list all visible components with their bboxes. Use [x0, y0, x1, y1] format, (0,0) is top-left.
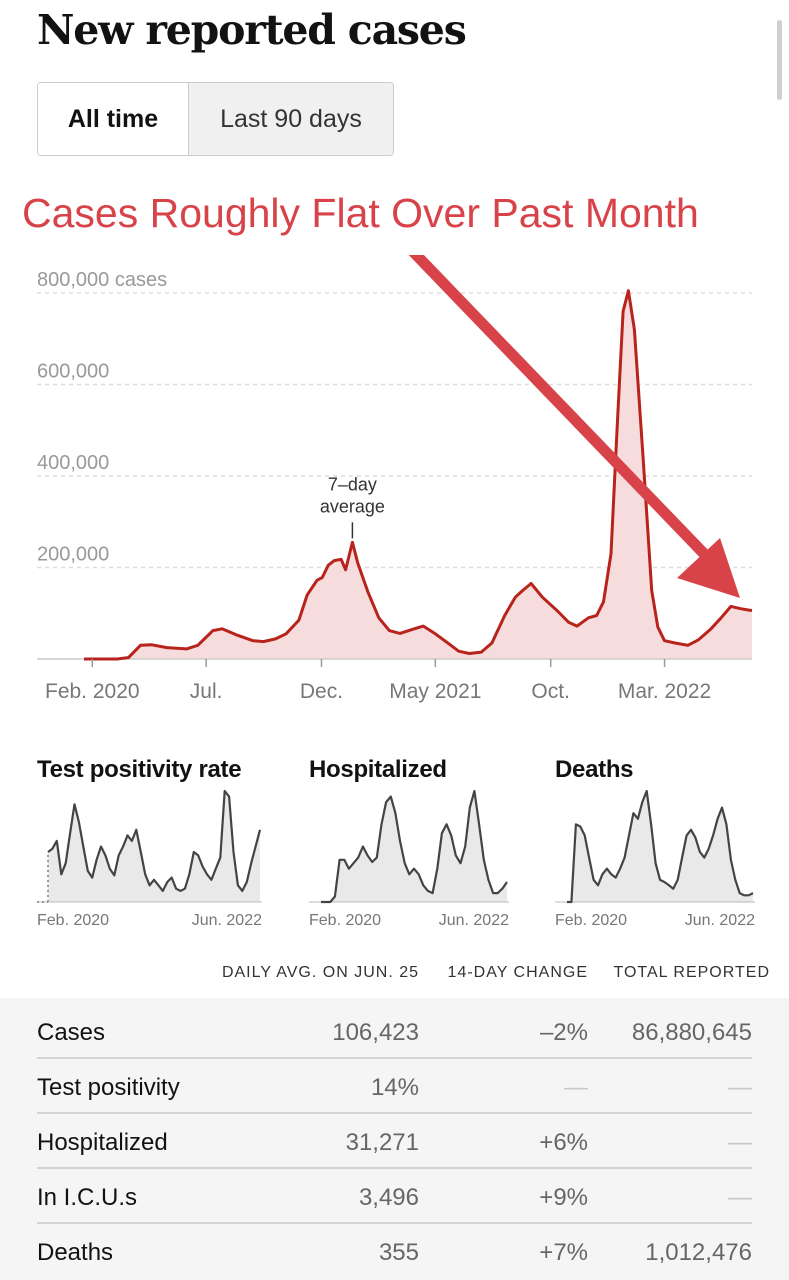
- row-daily-avg: 3,496: [358, 1184, 419, 1211]
- y-tick-label: 200,000: [37, 544, 109, 566]
- row-total: 86,880,645: [631, 1019, 752, 1046]
- cases-line: [84, 289, 753, 661]
- table-row: Cases 106,423 –2% 86,880,645: [37, 1003, 752, 1059]
- row-label: Test positivity: [37, 1074, 180, 1101]
- col-head-daily-avg: DAILY AVG. ON JUN. 25: [221, 964, 419, 981]
- cases-chart: 200,000 400,000 600,000 800,000 cases Feb. 2…: [37, 255, 753, 703]
- arrow-head: [677, 538, 740, 598]
- arrow-shaft: [408, 255, 716, 566]
- mini-line: [321, 789, 508, 904]
- row-daily-avg: 355: [378, 1239, 419, 1266]
- table-row: Test positivity 14% — —: [37, 1058, 752, 1114]
- annotation-text: Cases Roughly Flat Over Past Month: [22, 190, 699, 236]
- row-total: —: [728, 1074, 752, 1101]
- deaths-chart: Feb. 2020 Jun. 2022: [555, 789, 755, 929]
- row-change: –2%: [539, 1019, 588, 1046]
- mini-x-label-start: Feb. 2020: [555, 912, 627, 929]
- mini-area: [321, 791, 507, 902]
- row-daily-avg: 31,271: [345, 1129, 419, 1156]
- page-title: New reported cases: [37, 6, 467, 54]
- x-tick-label: Mar. 2022: [618, 680, 711, 703]
- y-tick-label: 400,000: [37, 452, 109, 474]
- x-tick-label: Feb. 2020: [45, 680, 140, 703]
- annotation-label: 7–day: [328, 474, 377, 494]
- mini-x-label-end: Jun. 2022: [192, 912, 262, 929]
- tab-last-90-days[interactable]: Last 90 days: [189, 83, 393, 155]
- test-positivity-chart: Feb. 2020 Jun. 2022: [37, 789, 262, 929]
- row-total: —: [728, 1129, 752, 1156]
- mini-x-label-start: Feb. 2020: [37, 912, 109, 929]
- row-change: —: [564, 1074, 588, 1101]
- x-tick-label: Jul.: [190, 680, 223, 703]
- mini-title-test-positivity: Test positivity rate: [37, 756, 242, 783]
- x-tick-label: May 2021: [389, 680, 481, 703]
- cases-area: [84, 290, 752, 659]
- hospitalized-chart: Feb. 2020 Jun. 2022: [309, 789, 509, 929]
- table-row: Hospitalized 31,271 +6% —: [37, 1113, 752, 1169]
- mini-x-label-start: Feb. 2020: [309, 912, 381, 929]
- row-total: 1,012,476: [645, 1239, 752, 1266]
- scrollbar[interactable]: [777, 20, 782, 100]
- y-tick-label: 600,000: [37, 361, 109, 383]
- row-change: +9%: [539, 1184, 588, 1211]
- row-change: +6%: [539, 1129, 588, 1156]
- mini-x-label-end: Jun. 2022: [439, 912, 509, 929]
- mini-title-deaths: Deaths: [555, 756, 634, 783]
- table-row: Deaths 355 +7% 1,012,476: [37, 1223, 752, 1277]
- row-label: Deaths: [37, 1239, 114, 1266]
- row-daily-avg: 106,423: [332, 1019, 419, 1046]
- mini-title-hospitalized: Hospitalized: [309, 756, 447, 783]
- mini-area: [48, 791, 260, 902]
- row-label: In I.C.U.s: [37, 1184, 138, 1211]
- stats-table: Cases 106,423 –2% 86,880,645 Test positi…: [0, 998, 789, 1280]
- tab-all-time[interactable]: All time: [38, 83, 189, 155]
- mini-area: [567, 791, 753, 902]
- col-head-total-reported: TOTAL REPORTED: [613, 964, 770, 981]
- row-change: +7%: [539, 1239, 588, 1266]
- row-daily-avg: 14%: [370, 1074, 419, 1101]
- mini-line: [567, 789, 754, 904]
- col-head-14-day-change: 14-DAY CHANGE: [447, 964, 588, 981]
- time-range-toggle: All time Last 90 days: [37, 82, 394, 156]
- table-row: In I.C.U.s 3,496 +9% —: [37, 1168, 752, 1224]
- annotation-label: average: [320, 496, 385, 516]
- y-tick-label: 800,000 cases: [37, 269, 167, 291]
- mini-line: [47, 789, 262, 892]
- x-tick-label: Oct.: [531, 680, 570, 703]
- mini-x-label-end: Jun. 2022: [685, 912, 755, 929]
- row-label: Cases: [37, 1019, 106, 1046]
- x-tick-label: Dec.: [300, 680, 343, 703]
- row-label: Hospitalized: [37, 1129, 168, 1156]
- row-total: —: [728, 1184, 752, 1211]
